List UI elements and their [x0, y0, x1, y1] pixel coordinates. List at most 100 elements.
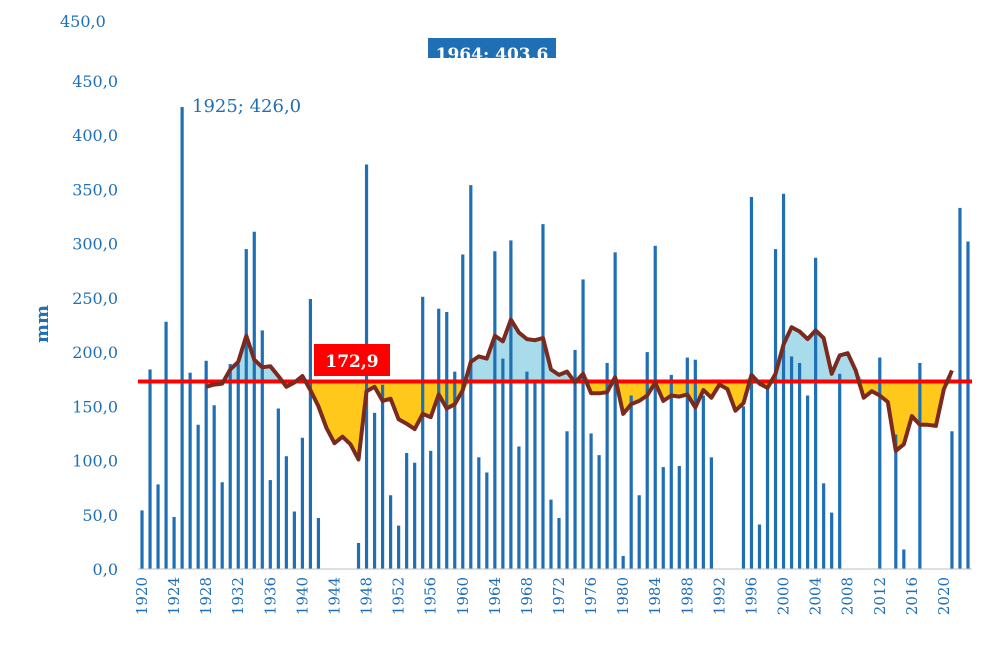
max-annotation: 1925; 426,0 [192, 96, 301, 117]
y-tick-label: 450,0 [72, 72, 118, 91]
bar [380, 384, 385, 569]
x-tick-label: 2012 [871, 577, 889, 615]
x-tick-label: 1952 [390, 577, 408, 615]
annotation-1964-bg [428, 38, 556, 58]
bar [284, 456, 288, 569]
moving-average-line [205, 317, 954, 462]
x-tick-label: 1964 [486, 577, 504, 615]
bar [172, 516, 176, 569]
bar [228, 364, 232, 569]
bar [621, 555, 625, 569]
bar [469, 185, 473, 569]
bar [188, 372, 192, 569]
bar [677, 465, 681, 569]
bars [140, 107, 970, 570]
bar [685, 357, 689, 569]
y-tick-label: 300,0 [72, 235, 118, 254]
bar [709, 457, 713, 569]
bar [453, 371, 457, 569]
bar [180, 107, 184, 569]
bar [437, 308, 441, 569]
bar [557, 518, 561, 569]
x-tick-label: 2016 [903, 577, 921, 615]
bar [878, 357, 882, 569]
x-tick-label: 1992 [710, 577, 728, 615]
bar [413, 462, 417, 569]
annotation-1964-banner: 1964; 403,6 [428, 38, 556, 65]
bar [244, 249, 248, 570]
y-tick-label: 200,0 [72, 343, 118, 362]
bar [533, 382, 537, 569]
x-tick-label: 1948 [358, 577, 376, 615]
bar [613, 252, 617, 569]
x-tick-label: 2004 [807, 577, 825, 615]
x-tick-label: 1920 [133, 577, 151, 615]
bar [741, 406, 746, 569]
bar [806, 395, 810, 569]
bar [894, 434, 898, 569]
bar [669, 374, 673, 569]
bar [300, 437, 304, 569]
bar [421, 296, 425, 569]
x-tick-label: 1936 [261, 577, 279, 615]
bar [405, 452, 409, 569]
bar [236, 364, 240, 569]
x-axis: 1920 1924 1928 1932 1936 1940 1944 1948 1952 1956… [133, 577, 953, 615]
x-tick-label: 1968 [518, 577, 536, 615]
bar [573, 349, 577, 569]
x-tick-label: 1944 [325, 577, 343, 615]
bar [565, 431, 569, 569]
x-tick-label: 2008 [839, 577, 857, 615]
y-tick-label: 250,0 [72, 289, 118, 308]
y-tick-label: 0,0 [93, 560, 118, 579]
bar [220, 482, 224, 569]
bar [148, 369, 152, 569]
bar [140, 510, 144, 569]
bar [653, 245, 657, 569]
bar [477, 457, 481, 569]
above-mean-fill [206, 319, 952, 382]
bar [701, 395, 705, 569]
bar [501, 358, 505, 569]
bar [493, 251, 497, 569]
bar [276, 408, 280, 569]
x-tick-label: 1988 [678, 577, 696, 615]
bar [822, 483, 826, 569]
bar [597, 455, 601, 569]
x-tick-label: 1960 [454, 577, 472, 615]
x-tick-label: 1996 [742, 577, 760, 615]
bar [461, 254, 465, 569]
x-tick-label: 1932 [229, 577, 247, 615]
bar [316, 518, 321, 569]
mean-flag: 172,9 [314, 344, 390, 376]
bar [196, 424, 200, 569]
bar [645, 352, 649, 569]
x-tick-label: 1980 [614, 577, 632, 615]
stray-top-label: 450,0 [60, 12, 106, 31]
bar [605, 362, 609, 569]
bar [838, 373, 842, 569]
bar [429, 450, 433, 569]
x-tick-label: 1924 [165, 577, 183, 615]
x-tick-label: 1972 [550, 577, 568, 615]
bar [372, 412, 377, 569]
bar [541, 224, 545, 569]
bar [397, 525, 401, 569]
bar [212, 405, 216, 569]
bar [389, 495, 393, 569]
bar [525, 371, 529, 569]
bar [308, 298, 313, 569]
bar [693, 359, 697, 569]
y-axis: 0,0 50,0 100,0 150,0 200,0 250,0 300,0 350,0 400… [72, 72, 118, 579]
bar [918, 362, 922, 569]
mean-flag-label: 172,9 [325, 352, 378, 372]
bar [485, 472, 489, 569]
y-tick-label: 100,0 [72, 452, 118, 471]
bar [509, 240, 513, 569]
y-tick-label: 350,0 [72, 180, 118, 199]
x-tick-label: 1928 [197, 577, 215, 615]
bar [637, 495, 641, 569]
y-tick-label: 150,0 [72, 397, 118, 416]
bar [268, 480, 272, 569]
